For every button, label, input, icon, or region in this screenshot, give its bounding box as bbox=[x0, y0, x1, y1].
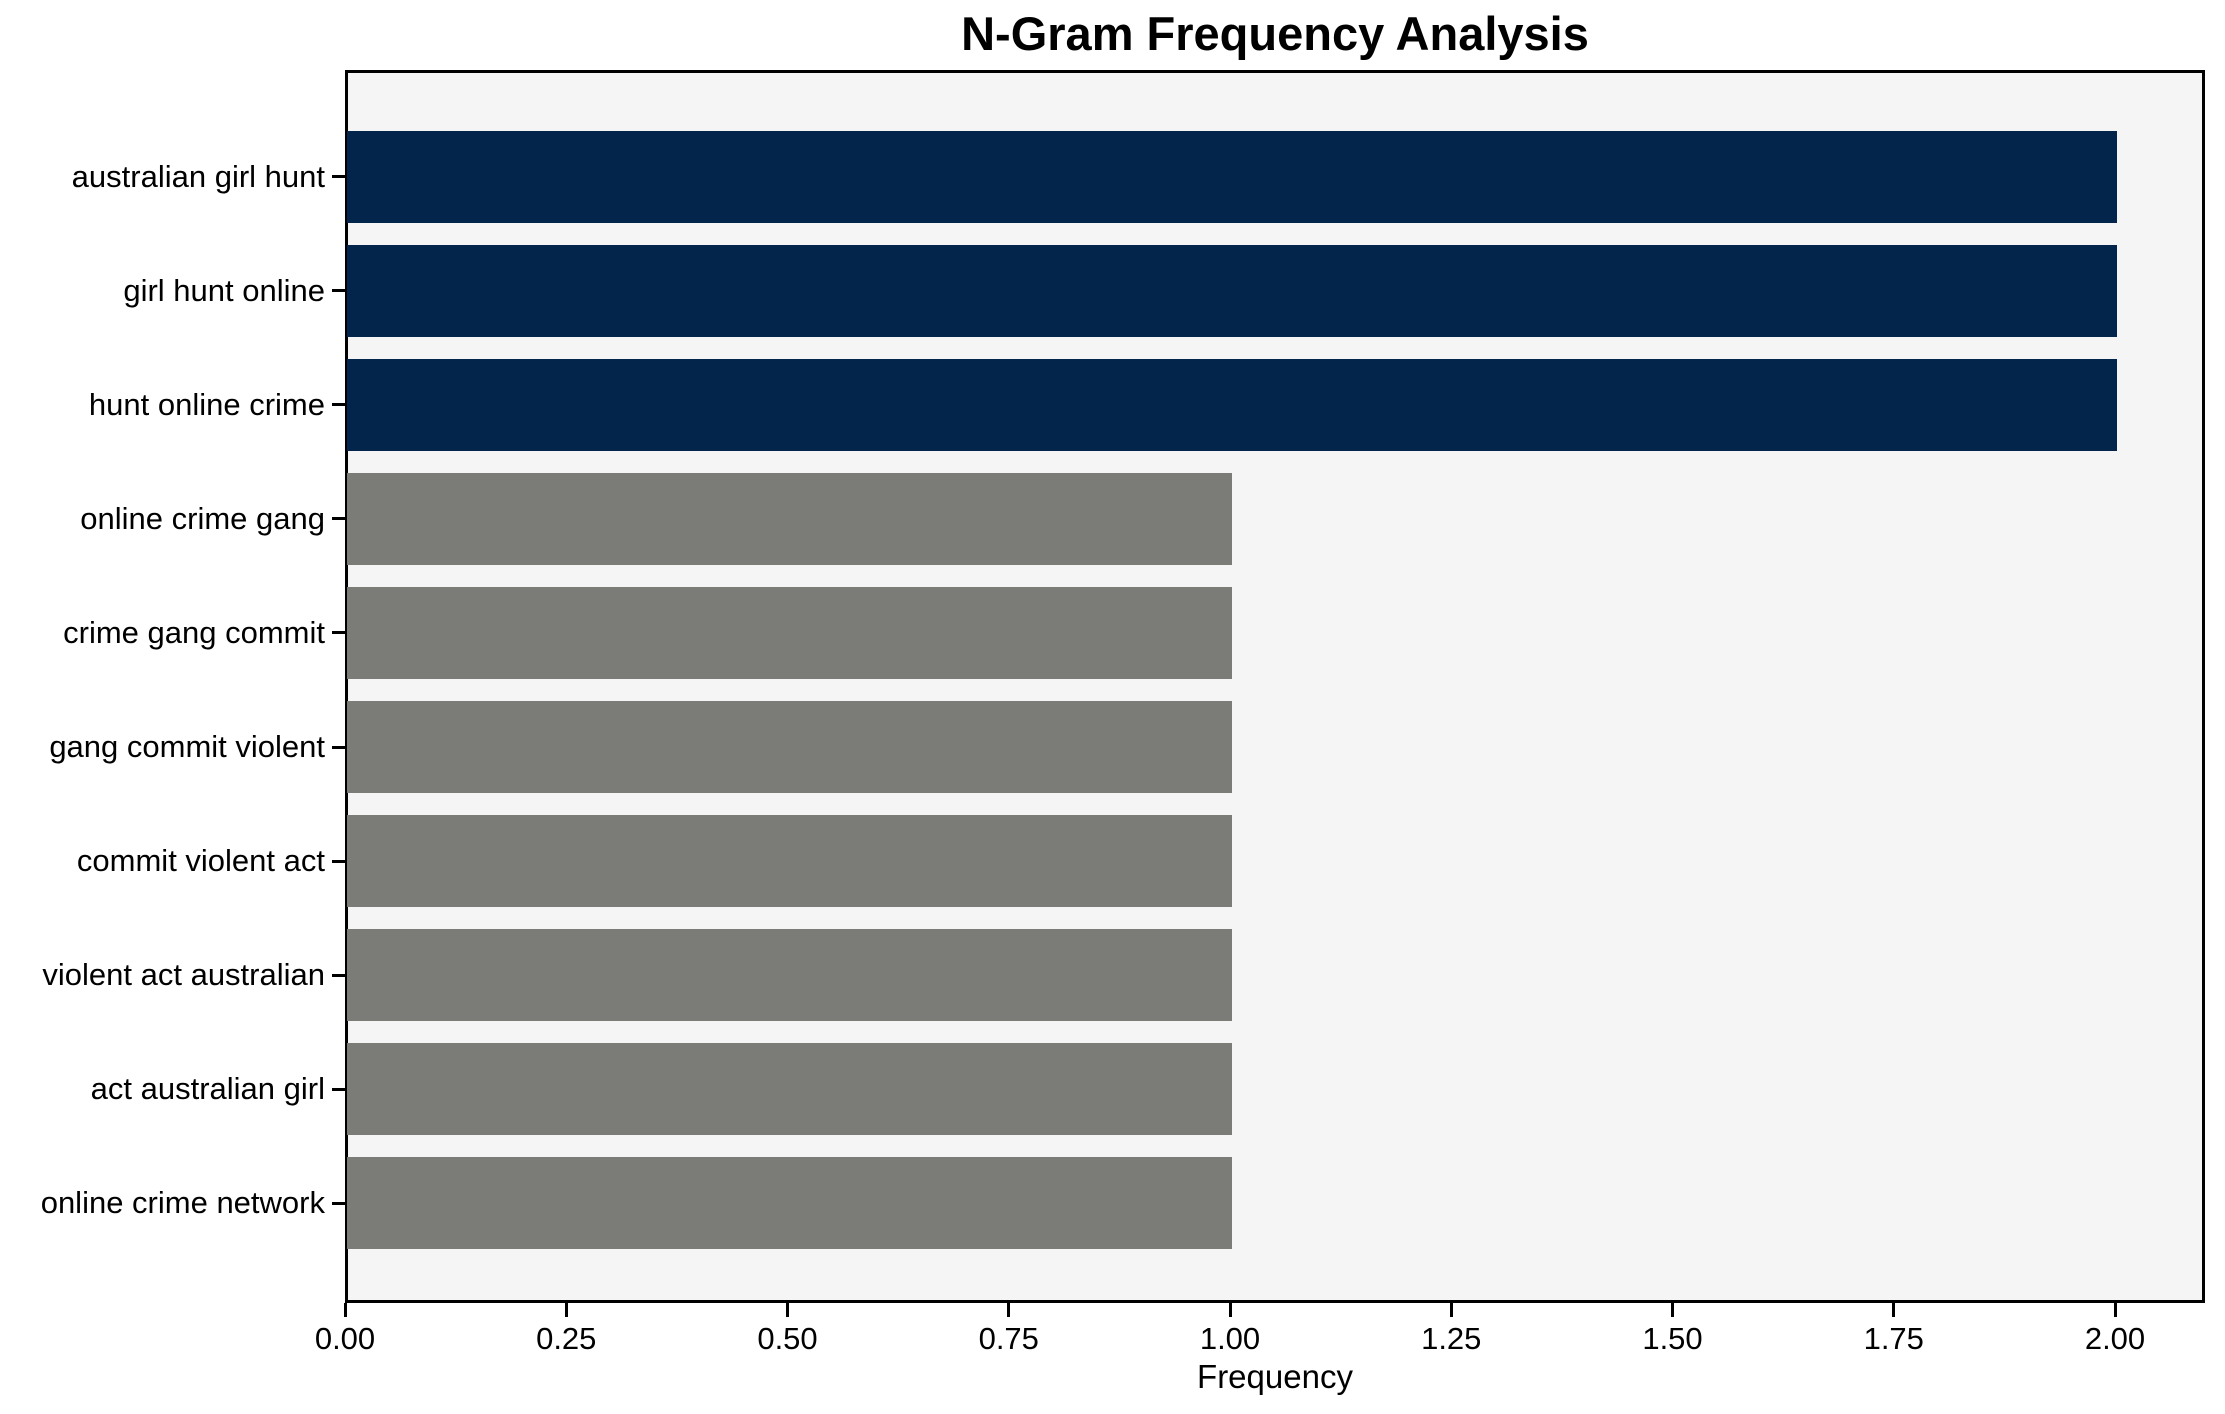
bar-violent-act-australian bbox=[347, 929, 1232, 1022]
y-tick-label: act australian girl bbox=[90, 1071, 325, 1107]
y-tick-mark bbox=[332, 1087, 345, 1091]
x-axis-label: Frequency bbox=[1197, 1358, 1353, 1395]
y-tick-label: gang commit violent bbox=[49, 729, 325, 764]
bar-online-crime-network bbox=[347, 1157, 1232, 1250]
x-tick-label: 1.75 bbox=[1863, 1321, 1924, 1356]
bar-hunt-online-crime bbox=[347, 358, 2117, 451]
x-tick-label: 0.50 bbox=[757, 1321, 818, 1356]
y-tick-mark bbox=[332, 1201, 345, 1205]
x-tick-label: 1.50 bbox=[1642, 1321, 1703, 1356]
x-tick-label: 0.00 bbox=[314, 1321, 376, 1356]
y-tick-label: girl hunt online bbox=[123, 272, 325, 308]
y-tick-mark bbox=[332, 745, 345, 749]
y-tick-mark bbox=[332, 175, 345, 178]
bar-girl-hunt-online bbox=[347, 244, 2117, 337]
y-tick-label: online crime network bbox=[40, 1185, 325, 1221]
chart-title: N-Gram Frequency Analysis bbox=[961, 7, 1589, 60]
x-tick-label: 1.00 bbox=[1199, 1321, 1261, 1356]
x-tick-mark bbox=[1228, 1303, 1232, 1317]
y-tick-mark bbox=[332, 973, 345, 977]
y-tick-mark bbox=[332, 631, 345, 635]
x-tick-mark bbox=[1449, 1303, 1453, 1317]
y-tick-label: commit violent act bbox=[76, 843, 325, 879]
x-tick-mark bbox=[1892, 1303, 1896, 1317]
bar-commit-violent-act bbox=[347, 815, 1232, 908]
y-tick-mark bbox=[332, 403, 345, 407]
x-tick-label: 0.25 bbox=[536, 1321, 597, 1356]
bar-act-australian-girl bbox=[347, 1043, 1232, 1136]
x-tick-mark bbox=[564, 1303, 568, 1317]
y-tick-label: violent act australian bbox=[42, 957, 325, 993]
x-tick-label: 2.00 bbox=[2084, 1321, 2146, 1356]
y-tick-mark bbox=[332, 859, 345, 863]
bar-australian-girl-hunt bbox=[347, 130, 2117, 223]
x-tick-mark bbox=[1671, 1303, 1674, 1317]
x-tick-mark bbox=[786, 1303, 789, 1317]
x-tick-mark bbox=[343, 1303, 347, 1317]
bar-gang-commit-violent bbox=[347, 701, 1232, 793]
y-tick-label: crime gang commit bbox=[63, 614, 325, 650]
x-tick-label: 1.25 bbox=[1421, 1321, 1482, 1356]
y-tick-label: online crime gang bbox=[80, 500, 325, 536]
y-tick-label: australian girl hunt bbox=[71, 158, 325, 194]
y-tick-mark bbox=[332, 289, 345, 293]
y-tick-mark bbox=[332, 517, 345, 521]
x-tick-label: 0.75 bbox=[978, 1321, 1039, 1356]
bar-crime-gang-commit bbox=[347, 586, 1232, 679]
bar-online-crime-gang bbox=[347, 472, 1232, 565]
x-tick-mark bbox=[1007, 1303, 1011, 1317]
y-tick-label: hunt online crime bbox=[88, 386, 325, 422]
x-tick-mark bbox=[2113, 1303, 2117, 1317]
